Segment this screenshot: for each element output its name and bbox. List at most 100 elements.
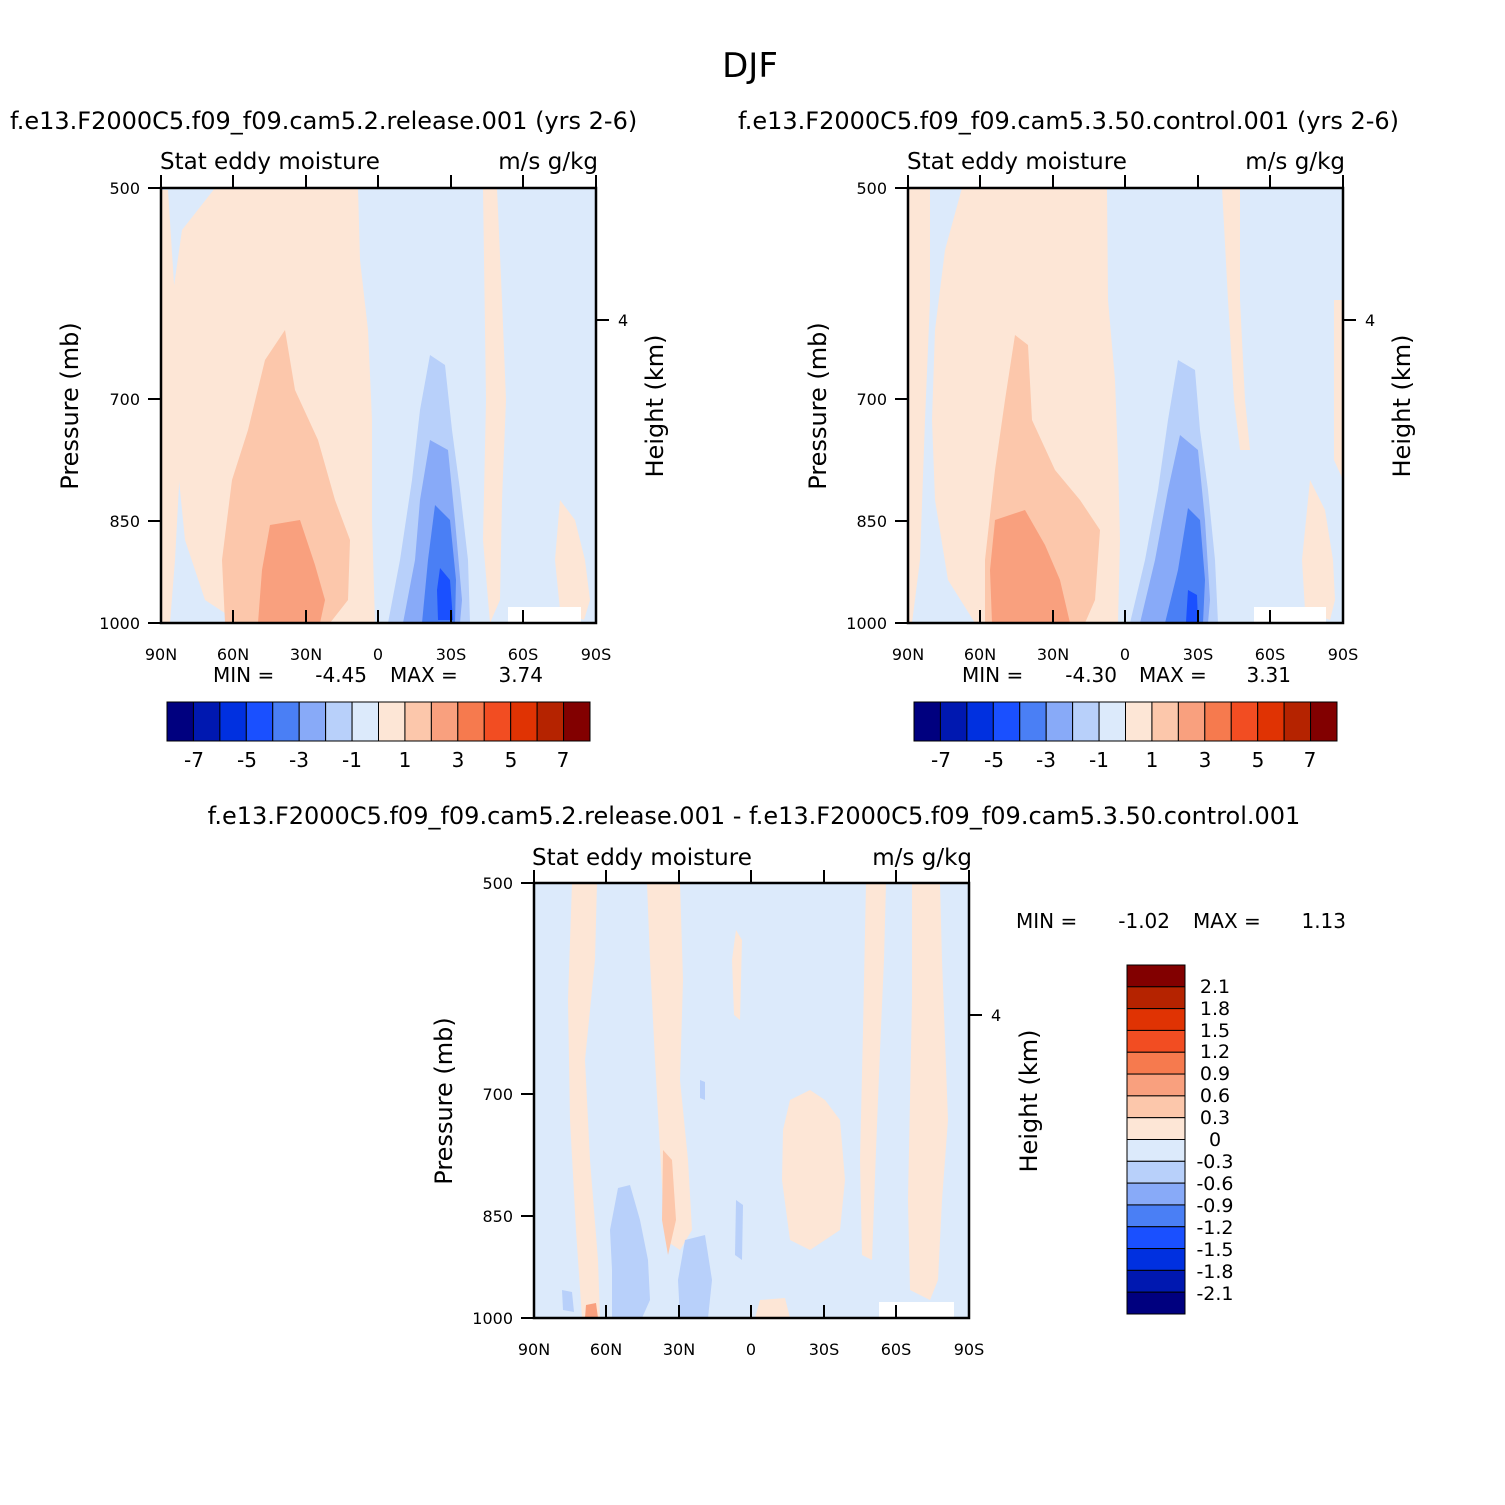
missing-data-patch xyxy=(508,607,581,623)
y-axis-right: 4 Height (km) xyxy=(1343,311,1416,477)
contour-positive-bottom-spot xyxy=(585,1303,598,1318)
y-axis-left: 500 700 850 1000 Pressure (mb) xyxy=(804,179,908,633)
y-tick-label: 500 xyxy=(856,179,887,198)
right-subtitle: m/s g/kg xyxy=(1245,149,1345,175)
contour-positive-right-edge xyxy=(555,500,590,620)
colorbar-swatch xyxy=(1126,1008,1186,1031)
colorbar-swatch xyxy=(510,701,538,742)
max-value: 3.74 xyxy=(498,663,543,687)
colorbar-label: 1 xyxy=(399,748,412,772)
y-axis-left: 500 700 850 1000 Pressure (mb) xyxy=(56,179,161,633)
y-axis-label: Pressure (mb) xyxy=(56,322,84,489)
left-subtitle: Stat eddy moisture xyxy=(907,149,1127,175)
colorbar-label: 1.8 xyxy=(1200,998,1230,1020)
x-tick-label: 90N xyxy=(518,1340,550,1359)
min-value: -1.02 xyxy=(1118,909,1170,933)
x-tick-label: 60S xyxy=(508,645,539,664)
colorbar-label: 5 xyxy=(505,748,518,772)
colorbar-swatch xyxy=(939,701,968,742)
contour-positive-narrow-stripe xyxy=(483,188,506,623)
x-tick-label: 60N xyxy=(964,645,996,664)
min-label: MIN = xyxy=(213,663,274,687)
colorbar-swatch xyxy=(992,701,1021,742)
colorbar-swatch xyxy=(1126,1139,1186,1162)
colorbar-label: -1.5 xyxy=(1196,1239,1233,1261)
x-tick-label: 30N xyxy=(663,1340,695,1359)
colorbar-label: -0.6 xyxy=(1196,1173,1233,1195)
y-tick-label: 1000 xyxy=(99,614,140,633)
colorbar-label: -3 xyxy=(289,748,309,772)
colorbar-swatch xyxy=(1072,701,1100,742)
panel-control: f.e13.F2000C5.f09_f09.cam5.3.50.control.… xyxy=(738,107,1416,772)
y-axis-label: Pressure (mb) xyxy=(430,1017,458,1184)
colorbar-swatch xyxy=(166,701,194,742)
colorbar-swatch xyxy=(966,701,994,742)
colorbar-label: 1 xyxy=(1146,748,1159,772)
x-axis: 90N 60N 30N 0 30S 60S 90S xyxy=(892,175,1358,664)
colorbar-swatch xyxy=(1126,964,1186,988)
min-label: MIN = xyxy=(962,663,1023,687)
colorbar-swatch xyxy=(245,701,274,742)
colorbar-swatch xyxy=(1126,1182,1186,1206)
contour-negative-small-2 xyxy=(735,1200,743,1260)
colorbar-label: 3 xyxy=(1199,748,1212,772)
colorbar-swatch xyxy=(1204,701,1232,742)
colorbar: -7 -5 -3 -1 1 3 5 7 xyxy=(913,701,1338,772)
colorbar-label: -7 xyxy=(931,748,951,772)
y-axis-right: 4 Height (km) xyxy=(596,311,669,477)
y-right-tick-label: 4 xyxy=(991,1006,1001,1025)
colorbar-label: 1.2 xyxy=(1200,1041,1230,1063)
colorbar-swatch xyxy=(536,701,565,742)
colorbar-swatch xyxy=(1310,701,1338,742)
min-max-readout: MIN = -1.02 MAX = 1.13 xyxy=(1016,909,1346,933)
contour-positive-left-edge xyxy=(908,188,930,623)
y-tick-label: 700 xyxy=(856,390,887,409)
x-tick-label: 90S xyxy=(954,1340,985,1359)
contour-positive-patch-midlat-south xyxy=(782,1090,845,1250)
panel-title: f.e13.F2000C5.f09_f09.cam5.2.release.001… xyxy=(208,802,1301,830)
contour-positive-right-edge xyxy=(1302,480,1335,620)
y-tick-label: 1000 xyxy=(472,1309,513,1328)
colorbar-label: 5 xyxy=(1252,748,1265,772)
y-right-tick-label: 4 xyxy=(1365,311,1375,330)
x-axis: 90N 60N 30N 0 30S 60S 90S xyxy=(518,870,984,1359)
right-subtitle: m/s g/kg xyxy=(498,149,598,175)
y-tick-label: 850 xyxy=(482,1207,513,1226)
colorbar-swatch xyxy=(1125,701,1153,742)
contour-positive-stripe-2 xyxy=(647,883,692,1250)
x-tick-label: 30N xyxy=(290,645,322,664)
colorbar-swatch xyxy=(1126,986,1186,1010)
colorbar-swatch xyxy=(913,701,941,742)
colorbar-label: 0.6 xyxy=(1200,1085,1230,1107)
colorbar-swatch xyxy=(1126,1073,1186,1097)
y-tick-label: 500 xyxy=(109,179,140,198)
missing-data-patch xyxy=(879,1302,954,1318)
y-tick-label: 850 xyxy=(109,512,140,531)
colorbar-swatch xyxy=(351,701,379,742)
colorbar-swatch xyxy=(457,701,485,742)
colorbar-label: -2.1 xyxy=(1196,1283,1233,1305)
colorbar-label: -5 xyxy=(237,748,257,772)
min-max-readout: MIN = -4.45 MAX = 3.74 xyxy=(213,663,543,687)
colorbar-label: -1.8 xyxy=(1196,1261,1233,1283)
colorbar-swatch xyxy=(1257,701,1285,742)
min-max-readout: MIN = -4.30 MAX = 3.31 xyxy=(962,663,1291,687)
colorbar-swatch xyxy=(1177,701,1206,742)
x-tick-label: 0 xyxy=(1120,645,1130,664)
contour-negative-small-1 xyxy=(700,1080,705,1100)
colorbar-label: -0.9 xyxy=(1196,1195,1233,1217)
colorbar-label: 7 xyxy=(557,748,570,772)
contour-positive-level2 xyxy=(222,330,350,623)
colorbar-swatches xyxy=(166,701,591,742)
x-axis: 90N 60N 30N 0 30S 60S 90S xyxy=(145,175,611,664)
colorbar-label: 2.1 xyxy=(1200,976,1230,998)
y-axis-right: 4 Height (km) xyxy=(969,1006,1043,1172)
colorbar-swatch xyxy=(1098,701,1126,742)
y-tick-label: 500 xyxy=(482,874,513,893)
colorbar-label: 7 xyxy=(1304,748,1317,772)
min-value: -4.45 xyxy=(315,663,367,687)
colorbar-label: -1 xyxy=(1089,748,1109,772)
colorbar-swatch xyxy=(1151,701,1179,742)
y-tick-label: 1000 xyxy=(846,614,887,633)
colorbar-label: -3 xyxy=(1036,748,1056,772)
